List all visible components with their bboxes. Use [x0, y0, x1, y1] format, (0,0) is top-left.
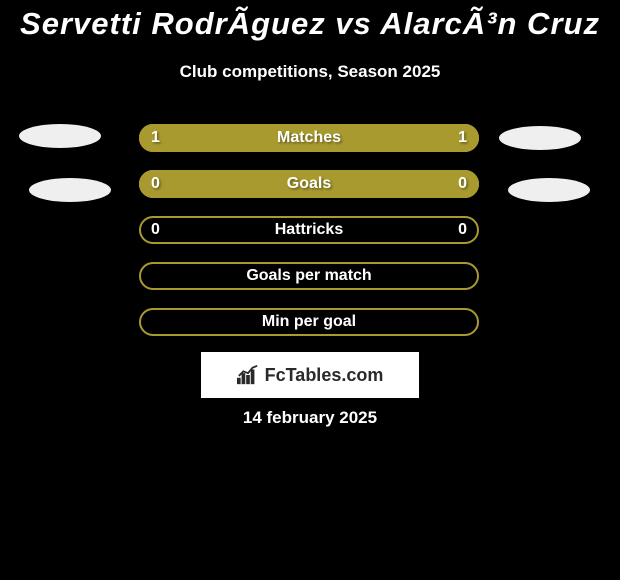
stat-row: Matches1 1	[139, 124, 479, 152]
stat-label: Matches	[139, 124, 479, 152]
stat-row: Min per goal	[139, 308, 479, 336]
infographic-canvas: Servetti RodrÃ­guez vs AlarcÃ³n Cruz Clu…	[0, 0, 620, 580]
stat-label: Goals per match	[139, 262, 479, 290]
team-badge-placeholder	[19, 124, 101, 148]
stat-row: Hattricks0 0	[139, 216, 479, 244]
team-badge-placeholder	[499, 126, 581, 150]
stat-left-value: 0	[151, 216, 160, 244]
stat-right-value: 0	[458, 216, 467, 244]
page-title: Servetti RodrÃ­guez vs AlarcÃ³n Cruz	[0, 6, 620, 42]
stat-right-value: 1	[458, 124, 467, 152]
stat-rows: Matches11Goals00Hattricks00Goals per mat…	[139, 124, 479, 354]
stat-left-value: 1	[151, 124, 160, 152]
stat-row: Goals0 0	[139, 170, 479, 198]
bar-chart-icon	[237, 365, 259, 385]
stat-left-value: 0	[151, 170, 160, 198]
stat-label: Hattricks	[139, 216, 479, 244]
team-badge-placeholder	[508, 178, 590, 202]
team-badge-placeholder	[29, 178, 111, 202]
stat-label: Min per goal	[139, 308, 479, 336]
brand-box[interactable]: FcTables.com	[201, 352, 419, 398]
date-line: 14 february 2025	[0, 408, 620, 428]
stat-right-value: 0	[458, 170, 467, 198]
stat-row: Goals per match	[139, 262, 479, 290]
brand-label: FcTables.com	[265, 365, 384, 386]
page-subtitle: Club competitions, Season 2025	[0, 62, 620, 82]
stat-label: Goals	[139, 170, 479, 198]
